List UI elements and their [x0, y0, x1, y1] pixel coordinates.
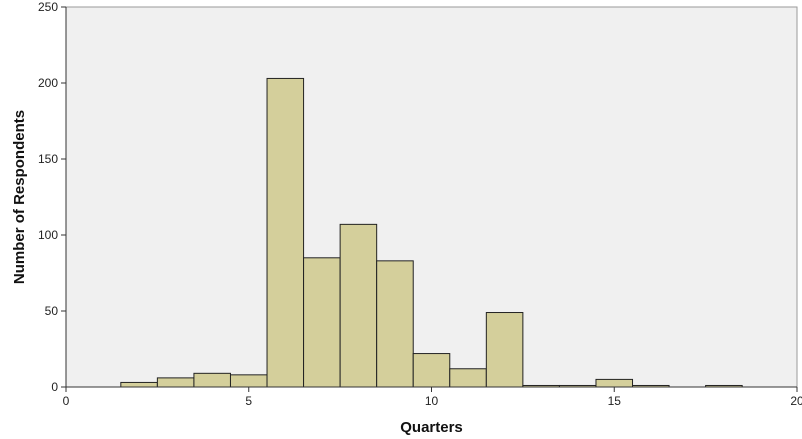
histogram-bar-4 [266, 77, 305, 388]
x-tick-label: 10 [425, 394, 439, 408]
histogram-bar-7 [376, 260, 414, 388]
y-tick-label: 0 [51, 380, 58, 394]
histogram-bar-0 [120, 381, 158, 388]
axes-group: 0 50 100 150 200 250 0 5 10 15 20 [38, 0, 802, 408]
histogram-bar-1 [156, 377, 195, 388]
histogram-bar-5 [303, 257, 341, 388]
histogram-bar-2 [193, 372, 231, 388]
histogram-bar-6 [339, 223, 378, 388]
histogram-bar-8 [412, 353, 451, 388]
y-tick-label: 50 [45, 304, 59, 318]
y-axis-title: Number of Respondents [11, 110, 28, 284]
histogram-bar-9 [449, 368, 487, 388]
bars-group [120, 77, 743, 388]
histogram-bar-10 [485, 312, 524, 388]
x-tick-label: 0 [63, 394, 70, 408]
y-tick-label: 200 [38, 76, 58, 90]
x-tick-label: 5 [245, 394, 252, 408]
histogram-bar-3 [229, 374, 268, 388]
y-tick-label: 250 [38, 0, 58, 14]
x-axis-title: Quarters [400, 419, 463, 436]
y-tick-label: 150 [38, 152, 58, 166]
x-tick-label: 15 [608, 394, 622, 408]
histogram-bar-13 [595, 378, 634, 388]
x-tick-label: 20 [790, 394, 802, 408]
y-tick-label: 100 [38, 228, 58, 242]
plot-area [65, 6, 798, 388]
